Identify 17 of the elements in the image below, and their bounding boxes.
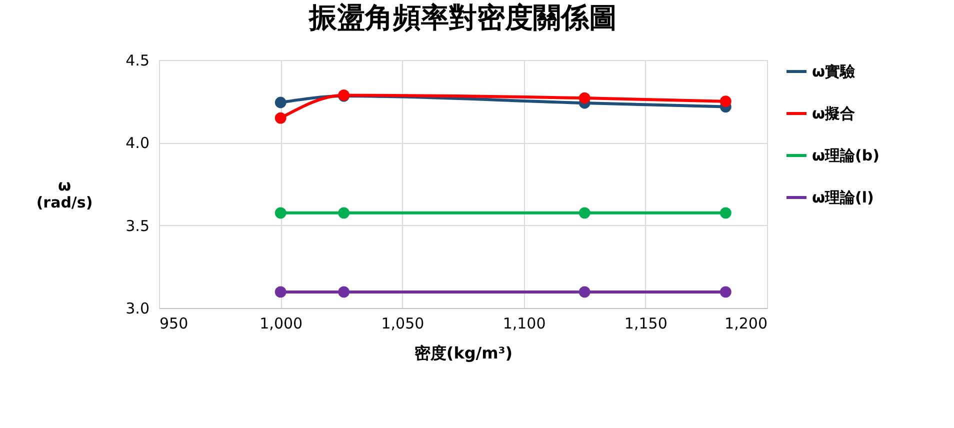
x-tick-label: 950 [160, 314, 188, 332]
legend-label: ω擬合 [812, 104, 856, 122]
y-tick-label: 4.0 [126, 134, 150, 152]
x-axis-title: 密度(kg/m³) [414, 344, 513, 362]
y-axis-title: ω (rad/s) [36, 176, 93, 212]
x-tick-label: 1,000 [260, 314, 303, 332]
y-tick-label: 3.5 [126, 216, 150, 235]
x-tick-label: 1,200 [724, 314, 768, 332]
y-tick-label: 3.0 [126, 300, 150, 318]
legend-label: ω理論(b) [812, 146, 880, 164]
y-tick-label: 4.5 [126, 52, 150, 70]
x-tick-label: 1,050 [381, 314, 424, 332]
legend-label: ω理論(l) [812, 188, 874, 206]
x-tick-label: 1,150 [624, 314, 668, 332]
chart-title: 振盪角頻率對密度關係圖 [308, 1, 617, 34]
x-tick-label: 1,100 [502, 314, 546, 332]
legend-label: ω實驗 [812, 62, 856, 80]
